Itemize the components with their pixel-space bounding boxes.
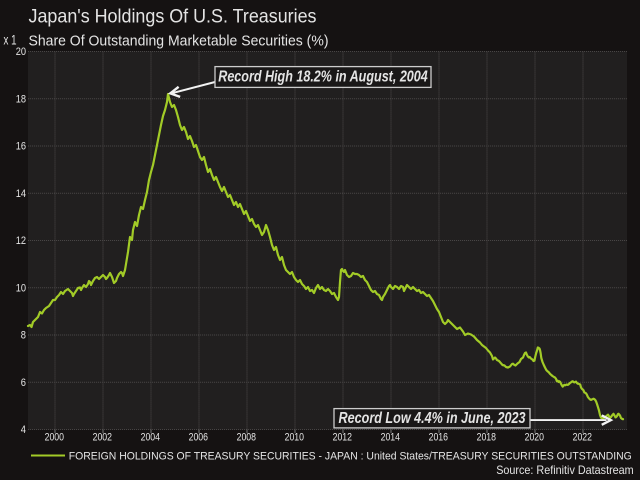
svg-text:16: 16 xyxy=(16,141,26,153)
svg-text:14: 14 xyxy=(16,188,26,200)
svg-text:Share Of Outstanding Marketabl: Share Of Outstanding Marketable Securiti… xyxy=(29,34,329,50)
svg-text:Record High 18.2% in August, 2: Record High 18.2% in August, 2004 xyxy=(218,69,428,86)
svg-text:18: 18 xyxy=(16,94,26,106)
svg-text:12: 12 xyxy=(16,235,26,247)
svg-text:2022: 2022 xyxy=(573,431,592,443)
svg-text:2014: 2014 xyxy=(381,431,400,443)
svg-text:x 1: x 1 xyxy=(4,33,17,48)
svg-text:2020: 2020 xyxy=(525,431,544,443)
svg-text:Record Low 4.4% in June, 2023: Record Low 4.4% in June, 2023 xyxy=(339,410,526,427)
svg-text:20: 20 xyxy=(16,46,26,58)
svg-text:2016: 2016 xyxy=(429,431,448,443)
svg-text:8: 8 xyxy=(21,330,26,342)
svg-text:2012: 2012 xyxy=(333,431,352,443)
svg-text:2006: 2006 xyxy=(189,431,208,443)
svg-text:10: 10 xyxy=(16,282,26,294)
svg-text:2000: 2000 xyxy=(45,431,64,443)
svg-text:Japan's Holdings Of U.S. Treas: Japan's Holdings Of U.S. Treasuries xyxy=(29,5,317,27)
svg-text:FOREIGN HOLDINGS OF TREASURY S: FOREIGN HOLDINGS OF TREASURY SECURITIES … xyxy=(69,450,632,462)
svg-text:2004: 2004 xyxy=(141,431,160,443)
svg-text:2010: 2010 xyxy=(285,431,304,443)
svg-text:2018: 2018 xyxy=(477,431,496,443)
svg-text:4: 4 xyxy=(21,424,26,436)
svg-text:Source: Refinitiv Datastream: Source: Refinitiv Datastream xyxy=(496,463,634,477)
svg-text:2002: 2002 xyxy=(93,431,112,443)
svg-text:6: 6 xyxy=(21,377,26,389)
svg-text:2008: 2008 xyxy=(237,431,256,443)
